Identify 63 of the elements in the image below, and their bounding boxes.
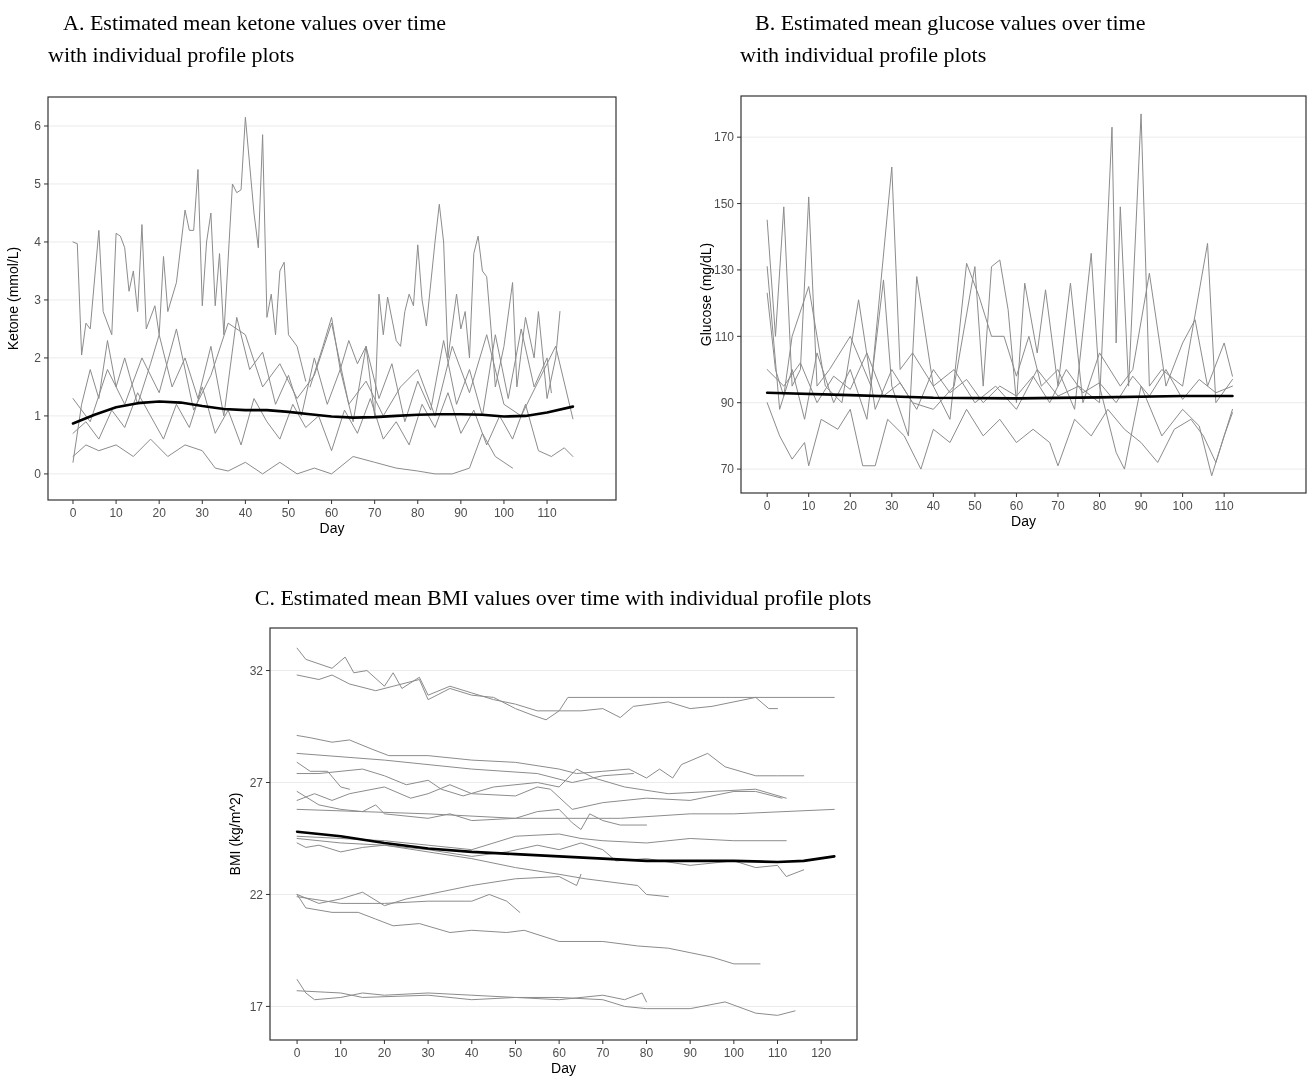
x-tick-label: 40 bbox=[465, 1046, 479, 1060]
x-tick-label: 70 bbox=[596, 1046, 610, 1060]
y-tick-label: 5 bbox=[34, 177, 42, 192]
x-tick-label: 20 bbox=[152, 506, 167, 520]
x-tick-label: 20 bbox=[843, 499, 858, 513]
x-tick-label: 110 bbox=[767, 1046, 788, 1060]
y-tick-label: 3 bbox=[34, 293, 42, 308]
x-tick-label: 70 bbox=[1051, 499, 1065, 513]
x-axis-title: Day bbox=[551, 1060, 576, 1076]
x-tick-label: 40 bbox=[238, 506, 253, 520]
y-tick-label: 130 bbox=[713, 263, 735, 278]
y-tick-label: 150 bbox=[713, 196, 735, 211]
x-tick-label: 90 bbox=[1134, 499, 1149, 513]
x-tick-label: 110 bbox=[537, 506, 557, 520]
x-tick-label: 0 bbox=[763, 499, 771, 513]
y-tick-label: 70 bbox=[720, 462, 735, 477]
y-axis-title: Ketone (mmol/L) bbox=[5, 246, 21, 351]
chart-title: C. Estimated mean BMI values over time with individual profile plots bbox=[254, 585, 872, 610]
x-tick-label: 60 bbox=[552, 1046, 567, 1060]
x-tick-label: 20 bbox=[377, 1046, 392, 1060]
y-tick-label: 6 bbox=[34, 119, 42, 134]
x-tick-label: 10 bbox=[334, 1046, 348, 1060]
y-tick-label: 90 bbox=[720, 395, 735, 410]
x-tick-label: 80 bbox=[1092, 499, 1107, 513]
x-tick-label: 100 bbox=[493, 506, 515, 520]
x-tick-label: 60 bbox=[324, 506, 339, 520]
x-tick-label: 90 bbox=[454, 506, 468, 520]
x-tick-label: 30 bbox=[421, 1046, 436, 1060]
y-tick-label: 2 bbox=[34, 351, 42, 366]
x-tick-label: 50 bbox=[968, 499, 982, 513]
chart-title: B. Estimated mean glucose values over time with individual profile plots bbox=[740, 10, 1146, 67]
x-tick-label: 30 bbox=[195, 506, 210, 520]
x-tick-label: 90 bbox=[683, 1046, 698, 1060]
y-tick-label: 1 bbox=[34, 409, 42, 424]
y-tick-label: 4 bbox=[34, 235, 42, 250]
x-tick-label: 120 bbox=[811, 1046, 832, 1060]
x-tick-label: 70 bbox=[367, 506, 382, 520]
chart-title: A. Estimated mean ketone values over time with individual profile plots bbox=[48, 10, 447, 67]
x-tick-label: 30 bbox=[885, 499, 899, 513]
y-axis-title: BMI (kg/m^2) bbox=[227, 792, 243, 876]
x-axis-title: Day bbox=[319, 520, 345, 536]
y-tick-label: 110 bbox=[714, 329, 735, 344]
y-tick-label: 170 bbox=[713, 130, 735, 145]
x-tick-label: 10 bbox=[802, 499, 816, 513]
x-tick-label: 0 bbox=[293, 1046, 301, 1060]
x-tick-label: 50 bbox=[281, 506, 296, 520]
x-tick-label: 110 bbox=[1214, 499, 1235, 513]
x-tick-label: 10 bbox=[109, 506, 124, 520]
y-tick-label: 32 bbox=[249, 663, 264, 678]
x-tick-label: 60 bbox=[1009, 499, 1024, 513]
y-tick-label: 17 bbox=[249, 999, 264, 1014]
x-tick-label: 40 bbox=[926, 499, 941, 513]
x-tick-label: 100 bbox=[1172, 499, 1193, 513]
x-tick-label: 80 bbox=[411, 506, 425, 520]
y-tick-label: 0 bbox=[34, 467, 42, 482]
x-tick-label: 50 bbox=[508, 1046, 523, 1060]
y-axis-title: Glucose (mg/dL) bbox=[698, 242, 714, 347]
x-axis-title: Day bbox=[1011, 513, 1036, 529]
x-tick-label: 80 bbox=[639, 1046, 654, 1060]
y-tick-label: 22 bbox=[249, 887, 264, 902]
x-tick-label: 0 bbox=[69, 506, 77, 520]
x-tick-label: 100 bbox=[723, 1046, 745, 1060]
y-tick-label: 27 bbox=[249, 775, 264, 790]
